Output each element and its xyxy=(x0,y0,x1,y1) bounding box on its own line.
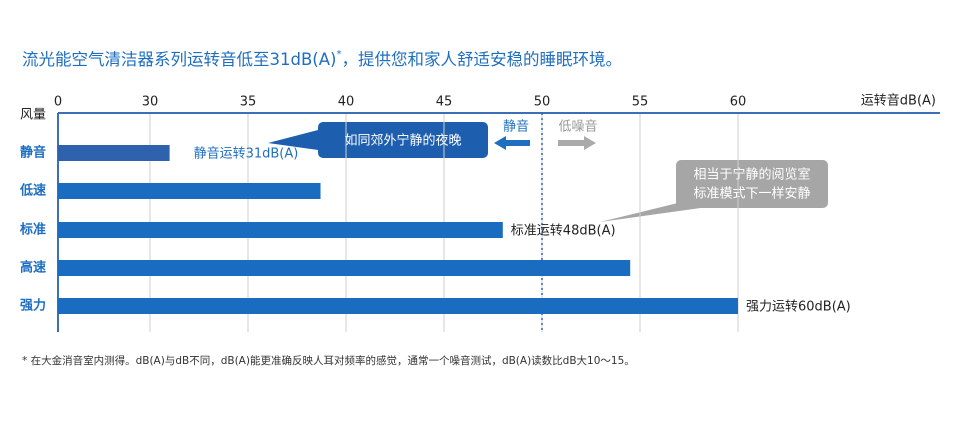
y-tick-label: 静音 xyxy=(20,145,46,161)
callout-pointer xyxy=(268,130,318,150)
value-label: 强力运转60dB(A) xyxy=(746,300,851,315)
bar xyxy=(58,222,503,238)
chart-title: 流光能空气清洁器系列运转音低至31dB(A)*，提供您和家人舒适安稳的睡眠环境。 xyxy=(22,49,622,69)
x-tick-label: 50 xyxy=(534,95,551,110)
reference-right-label: 低噪音 xyxy=(558,119,597,135)
callout-text: 标准模式下一样安静 xyxy=(693,187,810,202)
footnote: * 在大金消音室内测得。dB(A)与dB不同，dB(A)能更准确反映人耳对频率的… xyxy=(22,354,635,367)
callout-text: 相当于宁静的阅览室 xyxy=(693,167,810,183)
x-tick-label: 55 xyxy=(632,95,649,110)
y-tick-label: 标准 xyxy=(19,222,46,238)
callout-box xyxy=(676,160,828,208)
y-axis-label: 风量 xyxy=(20,108,46,123)
bar xyxy=(58,260,631,276)
x-tick-label: 35 xyxy=(240,95,257,110)
x-tick-label: 40 xyxy=(338,95,355,110)
value-label: 静音运转31dB(A) xyxy=(194,146,299,162)
title-rest: ，提供您和家人舒适安稳的睡眠环境。 xyxy=(341,50,622,69)
y-tick-label: 低速 xyxy=(19,183,46,199)
arrow-right xyxy=(558,136,596,150)
arrow-left xyxy=(494,136,530,150)
x-tick-label: 60 xyxy=(730,95,747,110)
x-tick-label: 0 xyxy=(54,95,62,110)
y-tick-label: 高速 xyxy=(20,260,46,276)
callout-box xyxy=(318,122,488,158)
title-mark: * xyxy=(336,49,341,60)
value-label: 标准运转48dB(A) xyxy=(511,224,616,239)
bar xyxy=(58,298,738,314)
y-tick-label: 强力 xyxy=(20,298,46,314)
x-tick-label: 45 xyxy=(436,95,453,110)
bar xyxy=(58,145,170,161)
x-axis-label: 运转音dB(A) xyxy=(861,93,936,109)
reference-left-label: 静音 xyxy=(503,119,529,135)
bar xyxy=(58,183,321,199)
title-main: 流光能空气清洁器系列运转音低至31dB(A) xyxy=(22,50,336,69)
x-tick-label: 30 xyxy=(142,95,159,110)
callout-text: 如同郊外宁静的夜晚 xyxy=(344,133,461,149)
